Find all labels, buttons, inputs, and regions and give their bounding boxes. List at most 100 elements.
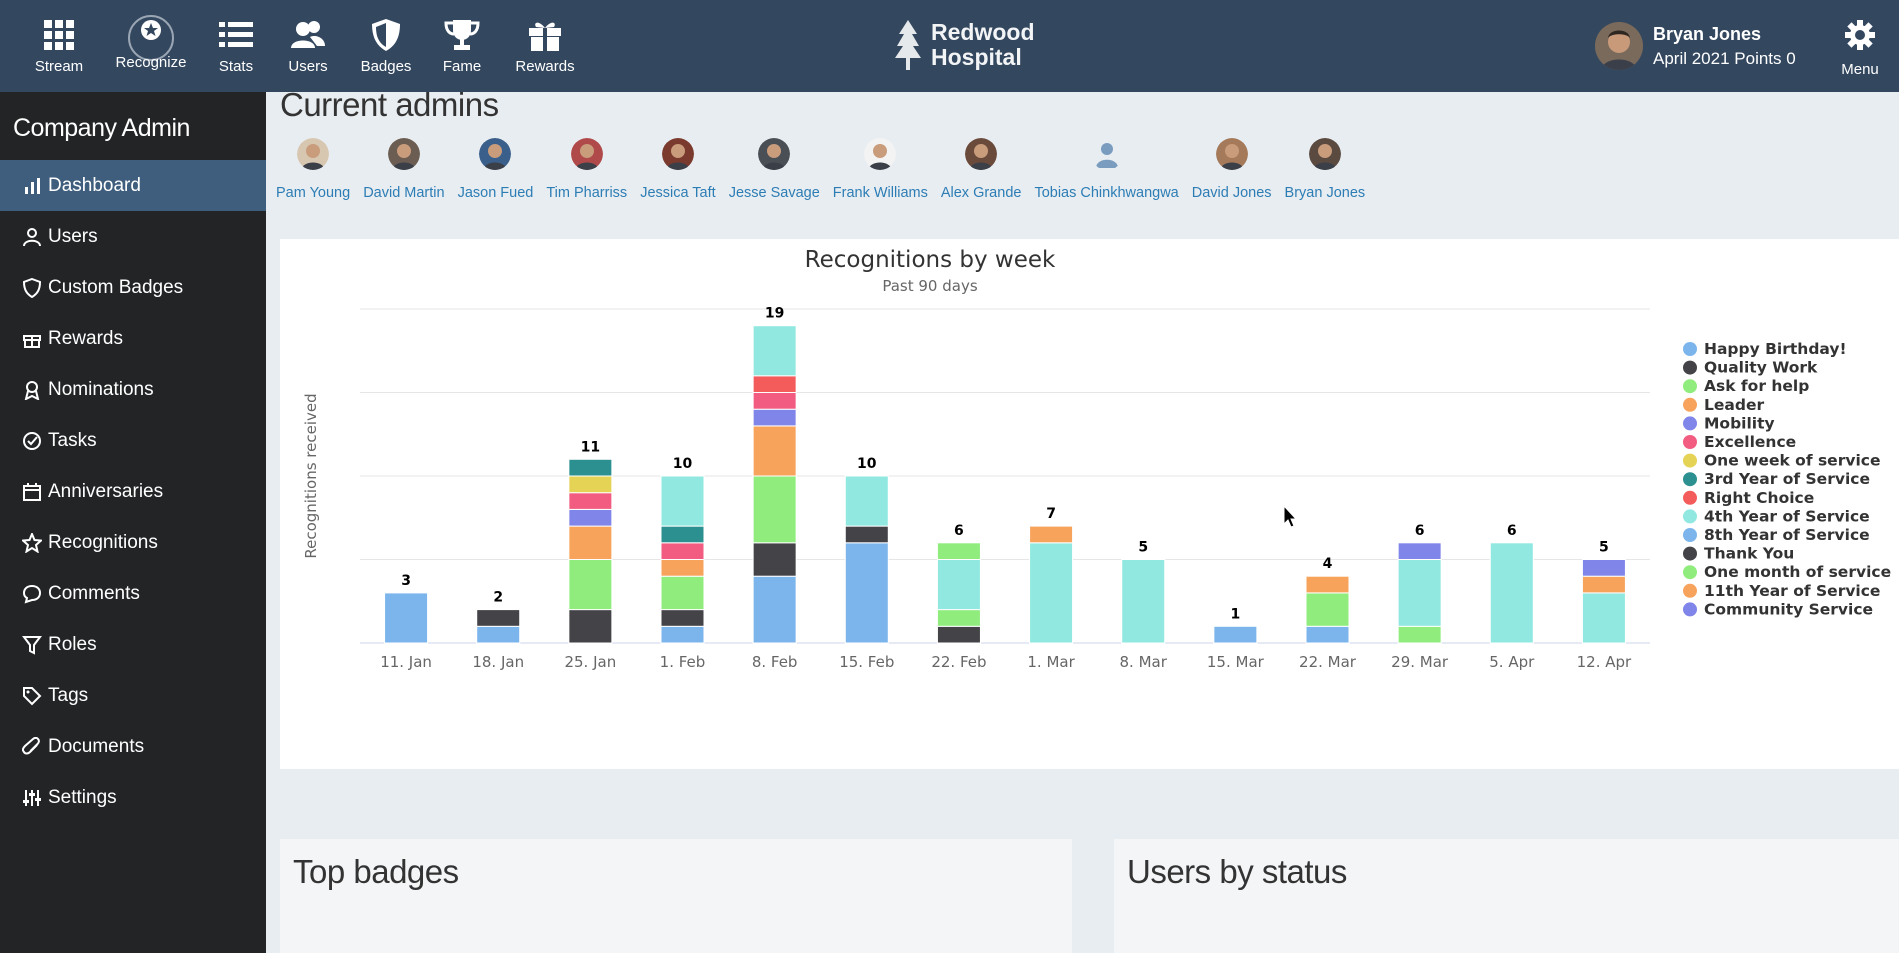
admin-name: Frank Williams	[832, 185, 928, 201]
bar-segment	[752, 408, 797, 427]
x-tick-label: 15. Feb	[839, 653, 894, 671]
admin-avatar	[661, 138, 694, 170]
data-label: 5	[1599, 540, 1609, 556]
brand-logo[interactable]: Redwood Hospital	[895, 20, 1035, 70]
legend-marker	[1683, 397, 1697, 412]
legend-marker	[1683, 546, 1697, 561]
nav-users[interactable]: Users	[268, 18, 348, 75]
sidebar-item-tasks[interactable]: Tasks	[0, 415, 266, 466]
bar-segment	[476, 625, 521, 644]
legend-marker	[1683, 583, 1697, 598]
sidebar-item-recognitions[interactable]: Recognitions	[0, 517, 266, 568]
sliders-icon	[23, 789, 41, 806]
nav-stream[interactable]: Stream	[19, 18, 99, 75]
admin-item[interactable]: Jason Fued	[457, 138, 534, 201]
bar-segment	[1397, 625, 1442, 644]
bar-segment	[1213, 625, 1258, 644]
menu-button[interactable]: Menu	[1840, 20, 1880, 78]
nav-fame[interactable]: Fame	[422, 18, 502, 75]
x-tick-label: 1. Feb	[660, 653, 706, 671]
data-label: 5	[1138, 540, 1148, 556]
nav-badges[interactable]: Badges	[346, 18, 426, 75]
sidebar-item-rewards[interactable]: Rewards	[0, 313, 266, 364]
sidebar-item-anniversaries[interactable]: Anniversaries	[0, 466, 266, 517]
bar-segment	[844, 542, 889, 644]
nav-rewards[interactable]: Rewards	[505, 18, 585, 75]
sidebar-item-roles[interactable]: Roles	[0, 619, 266, 670]
shield-icon	[22, 277, 42, 298]
admin-item[interactable]: Tobias Chinkhwangwa	[1034, 138, 1179, 201]
x-tick-label: 25. Jan	[564, 653, 616, 671]
legend-item: Mobility	[1704, 414, 1775, 432]
bar-segment	[752, 392, 797, 410]
x-tick-label: 18. Jan	[472, 653, 524, 671]
admin-avatar	[570, 138, 603, 170]
top-badges-title: Top badges	[293, 853, 459, 890]
admin-avatar	[479, 138, 512, 170]
data-label: 6	[1507, 523, 1517, 539]
sidebar-item-users[interactable]: Users	[0, 211, 266, 262]
sidebar-item-settings[interactable]: Settings	[0, 772, 266, 823]
admin-item[interactable]: Frank Williams	[833, 138, 928, 201]
sidebar-title: Company Admin	[13, 114, 190, 142]
admin-name: Jason Fued	[457, 185, 534, 201]
admin-item[interactable]: Tim Pharriss	[546, 138, 627, 201]
admin-item[interactable]: Jesse Savage	[729, 138, 820, 201]
x-tick-label: 22. Feb	[931, 653, 986, 671]
avatar	[1595, 22, 1643, 70]
legend-item: One month of service	[1704, 563, 1891, 581]
x-tick-label: 22. Mar	[1299, 653, 1357, 671]
admin-item[interactable]: Alex Grande	[941, 138, 1021, 201]
legend-marker	[1683, 435, 1697, 449]
bar-segment	[1581, 575, 1626, 594]
admin-sidebar: Company Admin Dashboard Users Custom Badge…	[0, 92, 266, 953]
bar-segment	[1397, 542, 1442, 560]
admin-avatar	[1215, 138, 1248, 170]
admin-avatar	[758, 138, 791, 170]
bar-segment	[1305, 592, 1350, 627]
sidebar-item-documents[interactable]: Documents	[0, 721, 266, 772]
legend-item: Quality Work	[1704, 359, 1818, 377]
nav-stats[interactable]: Stats	[196, 18, 276, 75]
bar-segment	[1121, 559, 1166, 644]
admin-item[interactable]: Jessica Taft	[640, 138, 716, 201]
top-badges-card: Top badges	[280, 839, 1072, 953]
admin-item[interactable]: Bryan Jones	[1285, 138, 1365, 201]
grid-icon	[44, 20, 74, 50]
user-profile[interactable]: Bryan Jones April 2021 Points 0	[1595, 22, 1796, 70]
sidebar-item-custom-badges[interactable]: Custom Badges	[0, 262, 266, 313]
bar-segment	[568, 525, 613, 561]
sidebar-item-dashboard[interactable]: Dashboard	[0, 160, 266, 211]
bar-segment	[752, 475, 797, 544]
bar-segment	[752, 575, 797, 644]
trophy-icon	[444, 20, 480, 50]
admin-name: Tim Pharriss	[546, 185, 628, 201]
bar-segment	[844, 475, 889, 527]
legend-item: 3rd Year of Service	[1704, 470, 1870, 488]
nav-recognize[interactable]: Recognize	[111, 15, 191, 71]
recognitions-chart: Recognitions by week Past 90 days Recognit…	[280, 239, 1899, 769]
admin-item[interactable]: David Jones	[1192, 138, 1272, 201]
sidebar-item-comments[interactable]: Comments	[0, 568, 266, 619]
bar-segment	[660, 625, 705, 644]
legend-item: Excellence	[1704, 433, 1796, 451]
legend-marker	[1683, 509, 1697, 524]
sidebar-item-label: Tasks	[48, 429, 97, 451]
bar-segment	[1581, 592, 1626, 644]
sidebar-item-label: Roles	[48, 633, 97, 655]
bar-segment	[1581, 559, 1626, 577]
bar-segment	[660, 542, 705, 560]
legend-item: Right Choice	[1704, 489, 1814, 507]
admin-item[interactable]: Pam Young	[276, 138, 350, 201]
mouse-cursor-icon	[1283, 504, 1298, 528]
legend-marker	[1683, 565, 1697, 580]
chart-subtitle: Past 90 days	[882, 277, 977, 295]
admin-item[interactable]: David Martin	[363, 138, 445, 201]
sidebar-item-nominations[interactable]: Nominations	[0, 364, 266, 415]
bar-segment	[1305, 625, 1350, 644]
bar-segment	[752, 325, 797, 377]
sidebar-item-tags[interactable]: Tags	[0, 670, 266, 721]
nav-label: Badges	[360, 58, 412, 75]
data-label: 7	[1046, 506, 1056, 522]
sidebar-item-label: Settings	[48, 786, 117, 808]
